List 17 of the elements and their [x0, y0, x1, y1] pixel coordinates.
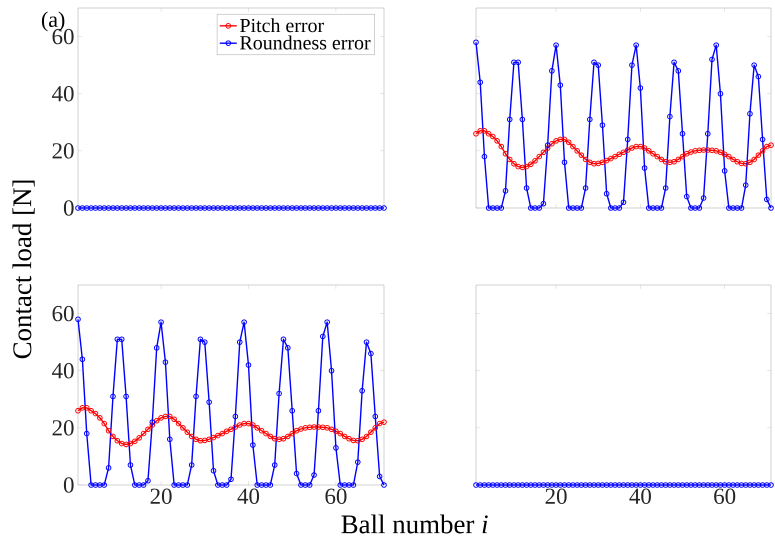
- y-tick-label: 20: [52, 420, 74, 436]
- x-axis-title: Ball number i: [341, 514, 488, 534]
- y-tick-label: 40: [52, 362, 74, 378]
- y-tick-label: 0: [64, 200, 74, 216]
- legend-label: Pitch error: [240, 18, 324, 32]
- x-tick-label: 40: [629, 488, 651, 504]
- x-tick-label: 40: [237, 488, 260, 504]
- x-tick-label: 20: [150, 488, 172, 504]
- legend-label: Roundness error: [240, 35, 370, 50]
- y-tick-label: 20: [52, 143, 74, 159]
- y-tick-label: 0: [64, 477, 74, 493]
- x-tick-label: 60: [325, 488, 347, 504]
- x-tick-label: 60: [714, 488, 736, 504]
- y-axis-title: Contact load [N]: [12, 180, 35, 358]
- x-tick-label: 20: [546, 488, 567, 504]
- y-tick-label: 40: [52, 86, 74, 102]
- y-tick-label: 60: [52, 306, 74, 322]
